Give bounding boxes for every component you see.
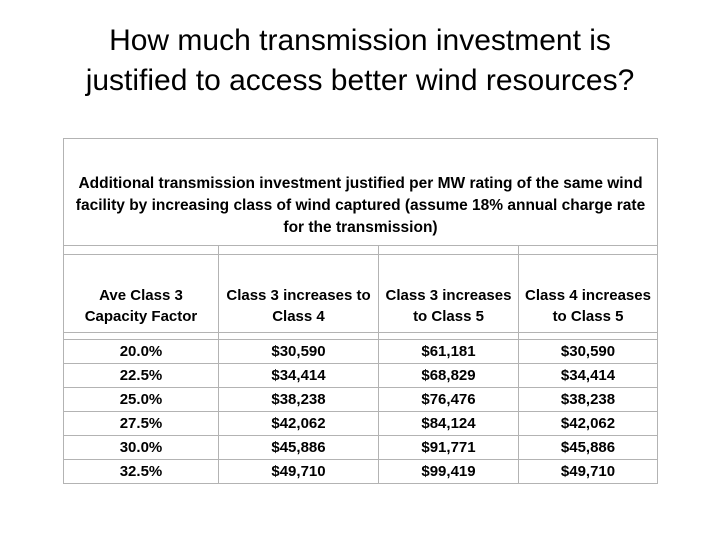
table-caption: Additional transmission investment justi… xyxy=(62,138,659,246)
data-cell: 25.0% xyxy=(63,387,219,412)
spacer-cell xyxy=(378,332,519,340)
spacer-cell xyxy=(517,332,659,340)
column-header-capacity-factor: Ave Class 3 Capacity Factor xyxy=(63,254,219,333)
column-header-class3-to-class4: Class 3 increases to Class 4 xyxy=(218,254,379,333)
table-row: 27.5% $42,062 $84,124 $42,062 xyxy=(63,411,659,436)
data-cell: $42,062 xyxy=(218,411,379,436)
transmission-investment-table: Additional transmission investment justi… xyxy=(62,138,659,484)
spacer-cell xyxy=(63,245,219,255)
table-row: 32.5% $49,710 $99,419 $49,710 xyxy=(63,459,659,484)
data-cell: $91,771 xyxy=(378,435,519,460)
data-cell: $30,590 xyxy=(517,339,659,364)
slide-title-line-2: justified to access better wind resource… xyxy=(85,64,635,97)
data-cell: $45,886 xyxy=(218,435,379,460)
data-cell: $34,414 xyxy=(517,363,659,388)
data-cell: $76,476 xyxy=(378,387,519,412)
data-cell: $49,710 xyxy=(218,459,379,484)
spacer-row xyxy=(63,332,659,340)
spacer-cell xyxy=(218,332,379,340)
data-cell: $30,590 xyxy=(218,339,379,364)
data-cell: 32.5% xyxy=(63,459,219,484)
slide-title-line-1: How much transmission investment is xyxy=(109,24,611,57)
table-caption-row: Additional transmission investment justi… xyxy=(62,138,659,246)
data-cell: 27.5% xyxy=(63,411,219,436)
spacer-cell xyxy=(378,245,519,255)
data-cell: $61,181 xyxy=(378,339,519,364)
column-header-class4-to-class5: Class 4 increases to Class 5 xyxy=(517,254,659,333)
table-row: 30.0% $45,886 $91,771 $45,886 xyxy=(63,435,659,460)
data-cell: $38,238 xyxy=(218,387,379,412)
data-cell: 30.0% xyxy=(63,435,219,460)
data-cell: 20.0% xyxy=(63,339,219,364)
spacer-cell xyxy=(517,245,659,255)
table-row: 25.0% $38,238 $76,476 $38,238 xyxy=(63,387,659,412)
data-cell: $34,414 xyxy=(218,363,379,388)
data-cell: $84,124 xyxy=(378,411,519,436)
data-cell: $38,238 xyxy=(517,387,659,412)
spacer-row xyxy=(63,245,659,255)
slide-title: How much transmission investment is just… xyxy=(0,21,720,101)
table-row: 22.5% $34,414 $68,829 $34,414 xyxy=(63,363,659,388)
data-cell: $42,062 xyxy=(517,411,659,436)
data-cell: $68,829 xyxy=(378,363,519,388)
data-cell: 22.5% xyxy=(63,363,219,388)
table-header-row: Ave Class 3 Capacity Factor Class 3 incr… xyxy=(63,254,659,333)
data-cell: $45,886 xyxy=(517,435,659,460)
spacer-cell xyxy=(63,332,219,340)
data-cell: $99,419 xyxy=(378,459,519,484)
column-header-class3-to-class5: Class 3 increases to Class 5 xyxy=(378,254,519,333)
data-cell: $49,710 xyxy=(517,459,659,484)
table-row: 20.0% $30,590 $61,181 $30,590 xyxy=(63,339,659,364)
spacer-cell xyxy=(218,245,379,255)
